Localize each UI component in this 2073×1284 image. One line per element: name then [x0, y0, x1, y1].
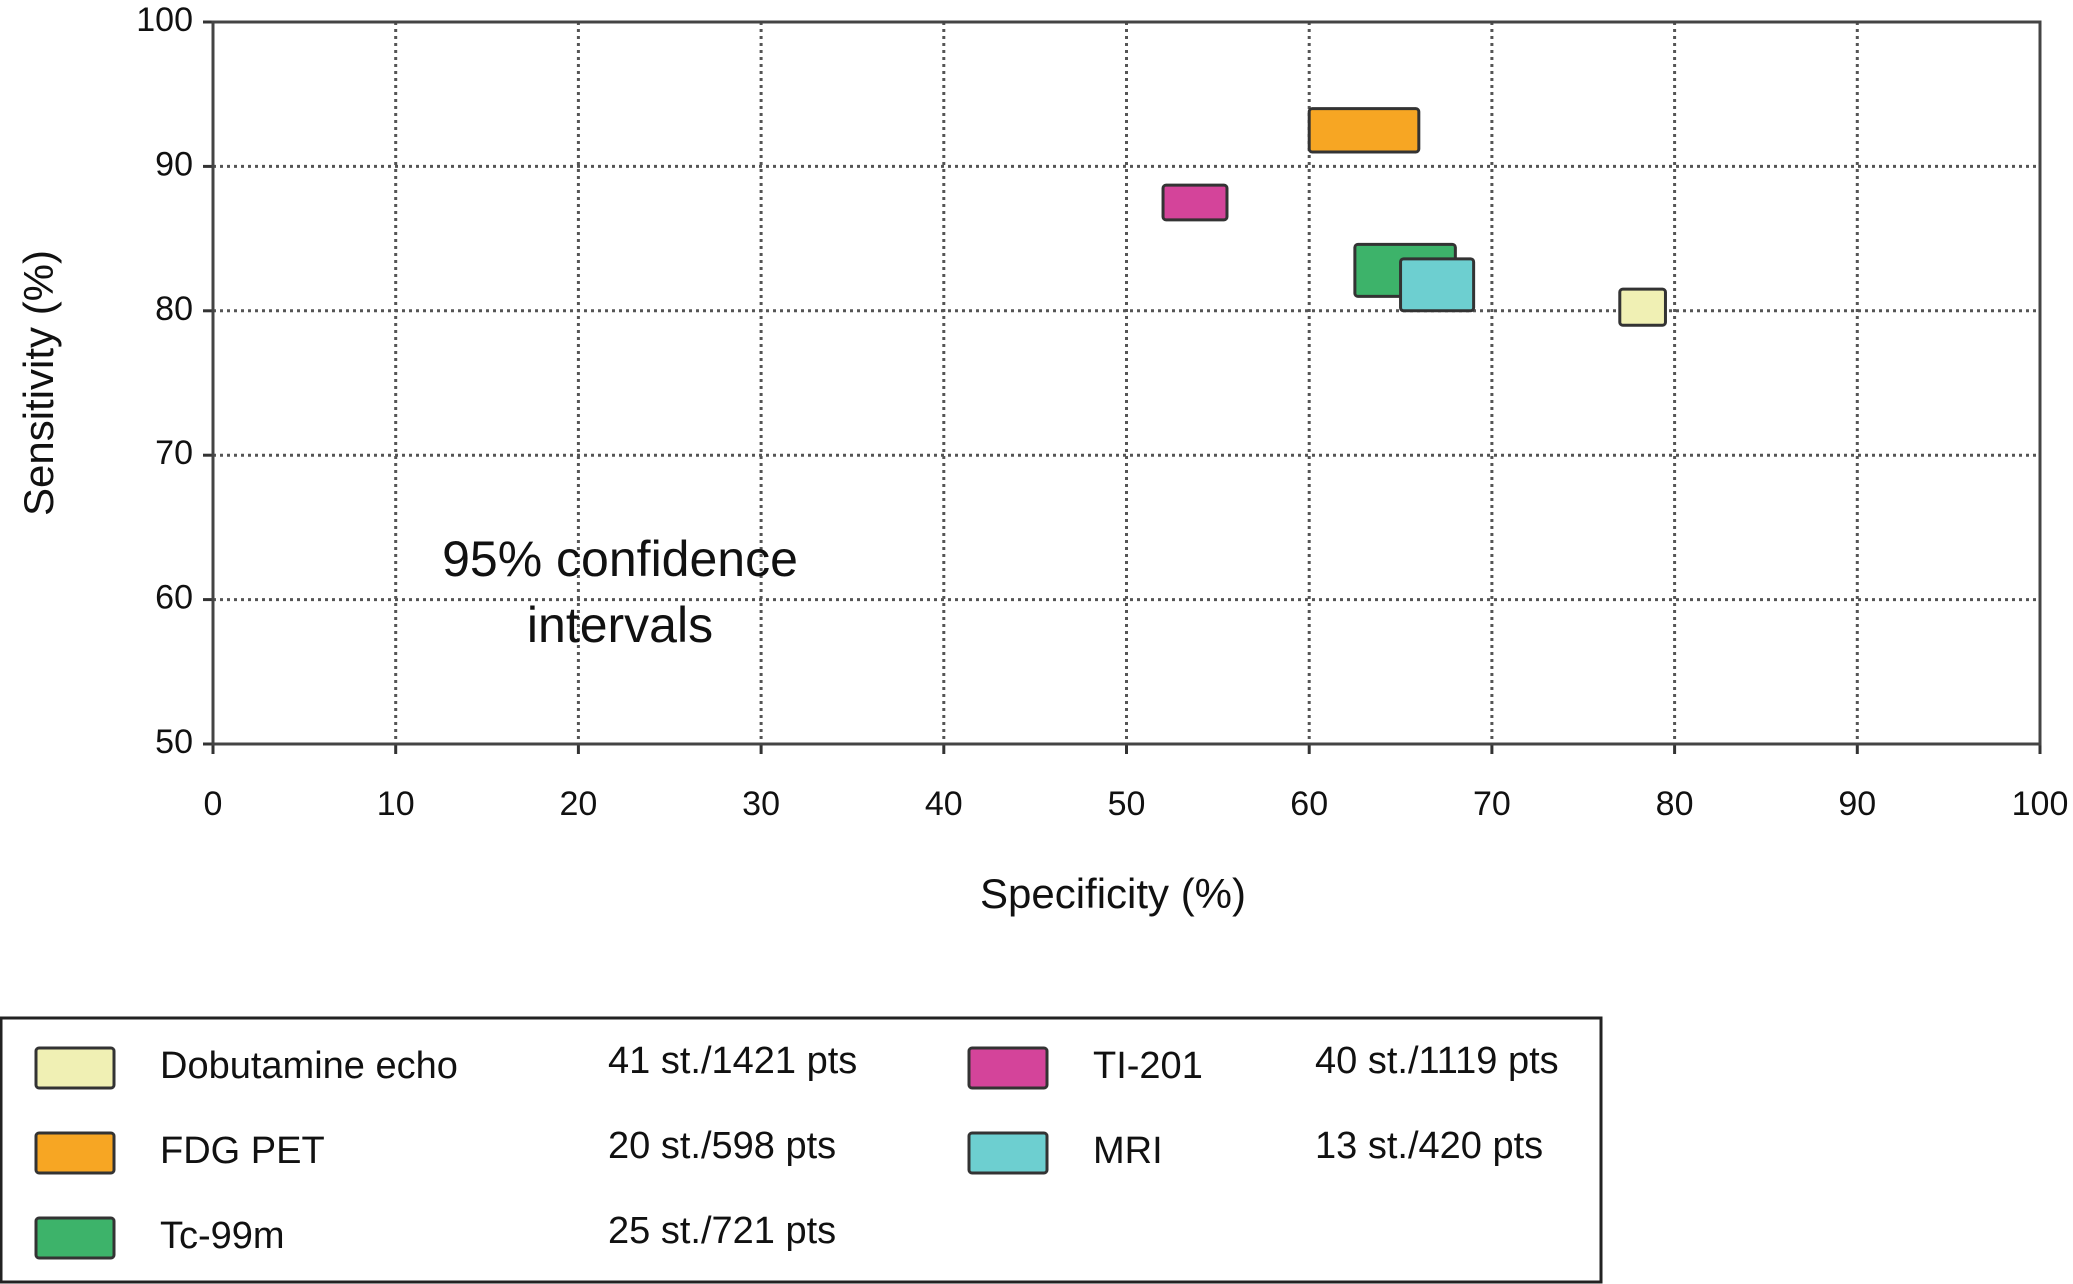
legend-box [0, 1016, 1603, 1284]
legend-swatch [34, 1216, 116, 1260]
legend-swatch [34, 1131, 116, 1175]
legend-note: 13 st./420 pts [1315, 1125, 1543, 1167]
x-tick-label: 90 [1838, 785, 1876, 823]
x-axis-label: Specificity (%) [980, 870, 1246, 917]
x-tick-label: 50 [1108, 785, 1146, 823]
y-tick-label: 100 [136, 1, 193, 39]
x-tick-label: 30 [742, 785, 780, 823]
legend-swatch [34, 1046, 116, 1090]
x-tick-label: 0 [204, 785, 223, 823]
legend-label: TI-201 [1093, 1045, 1203, 1087]
x-tick-label: 70 [1473, 785, 1511, 823]
legend-label: Dobutamine echo [160, 1045, 458, 1087]
confidence-box [1399, 257, 1476, 313]
legend-note: 41 st./1421 pts [608, 1040, 857, 1082]
plot-frame [211, 20, 2042, 746]
legend-swatch [967, 1046, 1049, 1090]
x-tick-label: 80 [1656, 785, 1694, 823]
y-tick-label: 80 [155, 290, 193, 328]
legend-label: MRI [1093, 1130, 1163, 1172]
y-axis-label: Sensitivity (%) [15, 250, 62, 516]
annotation: intervals [527, 597, 713, 653]
y-tick-label: 70 [155, 434, 193, 472]
y-tick-label: 60 [155, 579, 193, 617]
legend-note: 20 st./598 pts [608, 1125, 836, 1167]
confidence-box [1161, 183, 1229, 222]
legend-note: 40 st./1119 pts [1315, 1040, 1559, 1082]
y-tick-label: 50 [155, 723, 193, 761]
x-tick-label: 60 [1290, 785, 1328, 823]
legend-label: Tc-99m [160, 1215, 285, 1257]
legend-label: FDG PET [160, 1130, 325, 1172]
x-tick-label: 10 [377, 785, 415, 823]
x-tick-label: 20 [559, 785, 597, 823]
x-tick-label: 100 [2012, 785, 2069, 823]
x-tick-label: 40 [925, 785, 963, 823]
confidence-box [1307, 107, 1421, 154]
confidence-box [1618, 287, 1667, 327]
legend-swatch [967, 1131, 1049, 1175]
annotation: 95% confidence [442, 531, 798, 587]
legend-note: 25 st./721 pts [608, 1210, 836, 1252]
y-tick-label: 90 [155, 145, 193, 183]
